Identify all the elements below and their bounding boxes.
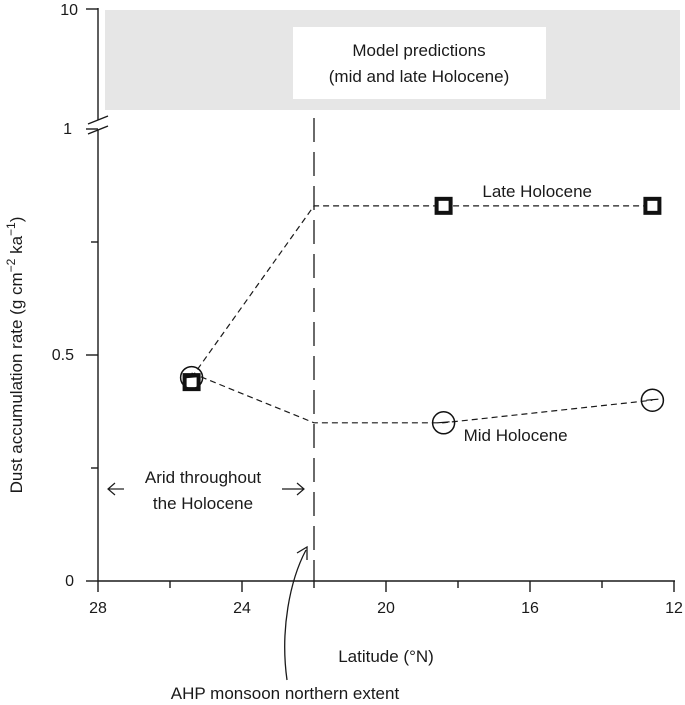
y-break-label-1: 1 xyxy=(63,121,72,138)
ahp-arrow xyxy=(284,545,308,681)
mid-holocene-line xyxy=(191,372,653,424)
ahp-arrow-head xyxy=(296,545,308,560)
x-tick-label-20: 20 xyxy=(377,600,395,617)
arid-label-line1: Arid throughout xyxy=(145,468,262,487)
model-prediction-label-box xyxy=(293,27,546,99)
series-layer: Late Holocene Mid Holocene xyxy=(179,182,665,445)
mid-holocene-circle-marker xyxy=(431,411,456,435)
y-axis-title-sup1: −2 xyxy=(4,258,18,272)
mid-holocene-circle-bar xyxy=(437,421,450,424)
y-axis-title-end: ) xyxy=(7,217,26,223)
model-prediction-label-line2: (mid and late Holocene) xyxy=(329,67,509,86)
y-axis-title: Dust accumulation rate (g cm−2 ka−1) xyxy=(4,217,26,494)
arid-range-arrow xyxy=(107,482,305,496)
ahp-label: AHP monsoon northern extent xyxy=(171,684,400,703)
ticks-layer: 28 24 20 16 12 0 0.5 xyxy=(52,241,683,617)
late-holocene-square-marker xyxy=(643,196,662,215)
model-prediction-label-line1: Model predictions xyxy=(352,41,485,60)
ahp-arrow-curve xyxy=(284,549,307,681)
arid-arrow-head-right xyxy=(296,482,305,496)
y-break-label-10: 10 xyxy=(60,2,78,19)
x-tick-label-24: 24 xyxy=(233,600,251,617)
mid-holocene-circle-marker xyxy=(640,388,665,412)
late-holocene-square-marker xyxy=(434,196,453,215)
mid-holocene-label: Mid Holocene xyxy=(464,426,568,445)
late-holocene-label: Late Holocene xyxy=(482,182,592,201)
y-tick-label-0: 0 xyxy=(65,573,74,590)
x-tick-label-12: 12 xyxy=(665,600,683,617)
mid-holocene-circle-marker xyxy=(179,365,204,390)
y-axis-break-mark-2 xyxy=(87,125,109,135)
x-axis-title: Latitude (°N) xyxy=(338,647,434,666)
y-axis-title-sup2: −1 xyxy=(4,222,18,236)
y-axis-title-main: Dust accumulation rate (g cm xyxy=(7,272,26,493)
y-axis xyxy=(86,8,109,581)
mid-holocene-circle-bar xyxy=(646,398,659,401)
mid-holocene-point-1 xyxy=(431,411,456,435)
arid-arrow-head-left xyxy=(107,482,116,496)
mid-holocene-circle-bar xyxy=(185,376,198,379)
mid-holocene-point-0 xyxy=(179,365,204,390)
arid-label-line2: the Holocene xyxy=(153,494,253,513)
x-tick-label-16: 16 xyxy=(521,600,539,617)
y-axis-title-mid: ka xyxy=(7,235,26,258)
late-holocene-point-2 xyxy=(643,196,662,215)
late-holocene-line xyxy=(191,205,653,378)
mid-holocene-point-2 xyxy=(640,388,665,412)
y-axis-break-mark-1 xyxy=(87,115,109,125)
x-tick-label-28: 28 xyxy=(89,600,107,617)
y-tick-label-0-5: 0.5 xyxy=(52,347,74,364)
late-holocene-point-1 xyxy=(434,196,453,215)
